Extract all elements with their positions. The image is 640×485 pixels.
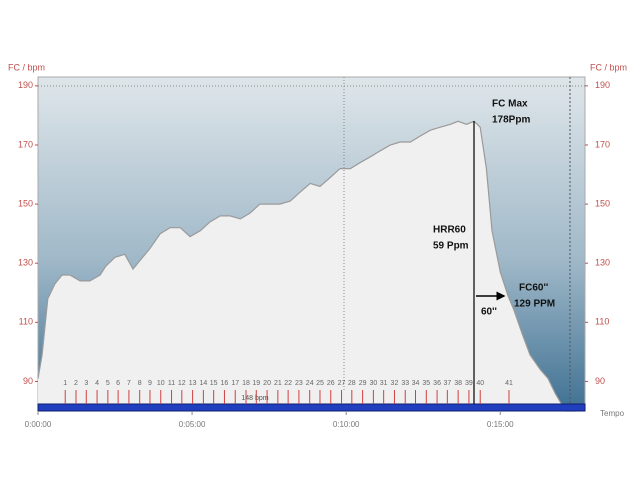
annotation: 178Ppm (492, 115, 530, 126)
lap-number: 3 (84, 380, 88, 387)
lap-number: 33 (401, 380, 409, 387)
y2-tick-label: 110 (595, 317, 609, 327)
lap-number: 12 (178, 380, 186, 387)
annotation: 59 Ppm (433, 241, 469, 252)
x-axis-label: Tempo (600, 409, 625, 418)
lap-number: 32 (391, 380, 399, 387)
annotation: 129 PPM (514, 299, 555, 310)
annotation: 60'' (481, 307, 497, 318)
lap-number: 41 (505, 380, 513, 387)
blue-bar (37, 403, 586, 412)
lap-number: 4 (95, 380, 99, 387)
y2-axis-label: FC / bpm (590, 62, 627, 72)
lap-number: 18 (242, 380, 250, 387)
lap-number: 9 (148, 380, 152, 387)
lap-number: 37 (443, 380, 451, 387)
lap-number: 5 (106, 380, 110, 387)
bar-label: 148 bpm (241, 395, 268, 402)
lap-number: 11 (168, 380, 175, 387)
lap-number: 16 (221, 380, 229, 387)
annotation: FC60'' (519, 283, 548, 294)
y-tick-label: 190 (18, 80, 33, 90)
x-tick-label: 0:15:00 (487, 420, 514, 429)
lap-number: 30 (369, 380, 377, 387)
lap-number: 28 (348, 380, 356, 387)
lap-number: 40 (476, 380, 484, 387)
y-tick-label: 170 (18, 139, 33, 149)
hr-area (38, 121, 576, 412)
lap-number: 29 (359, 380, 367, 387)
lap-number: 34 (412, 380, 420, 387)
lap-number: 14 (199, 380, 207, 387)
lap-number: 22 (284, 380, 292, 387)
lap-number: 13 (189, 380, 197, 387)
lap-number: 23 (295, 380, 303, 387)
x-tick-label: 0:05:00 (179, 420, 206, 429)
lap-number: 35 (422, 380, 430, 387)
x-tick-label: 0:10:00 (333, 420, 360, 429)
y2-tick-label: 150 (595, 198, 610, 208)
lap-number: 38 (454, 380, 462, 387)
y-tick-label: 130 (18, 258, 33, 268)
marks (37, 120, 586, 412)
y-tick-label: 90 (23, 376, 33, 386)
lap-number: 27 (338, 380, 346, 387)
lap-number: 1 (63, 380, 67, 387)
lap-number: 39 (465, 380, 473, 387)
lap-number: 10 (157, 380, 165, 387)
x-tick-label: 0:00:00 (25, 420, 52, 429)
y2-tick-label: 190 (595, 80, 610, 90)
lap-number: 15 (210, 380, 218, 387)
y2-tick-label: 130 (595, 258, 610, 268)
lap-number: 8 (138, 380, 142, 387)
y-tick-label: 110 (19, 317, 33, 327)
annotation: HRR60 (433, 225, 466, 236)
lap-number: 6 (116, 380, 120, 387)
lap-number: 21 (274, 380, 282, 387)
y-axis-label: FC / bpm (8, 62, 45, 72)
y-tick-label: 150 (18, 198, 33, 208)
y2-tick-label: 90 (595, 376, 605, 386)
lap-number: 25 (316, 380, 324, 387)
lap-number: 24 (306, 380, 314, 387)
lap-number: 7 (127, 380, 131, 387)
hr-line (37, 120, 576, 412)
annotation: FC Max (492, 99, 528, 110)
lap-number: 19 (252, 380, 260, 387)
y2-tick-label: 170 (595, 139, 610, 149)
lap-number: 20 (263, 380, 271, 387)
lap-number: 17 (231, 380, 239, 387)
lap-number: 31 (380, 380, 388, 387)
lap-number: 26 (327, 380, 335, 387)
lap-number: 36 (433, 380, 441, 387)
lap-number: 2 (74, 380, 78, 387)
